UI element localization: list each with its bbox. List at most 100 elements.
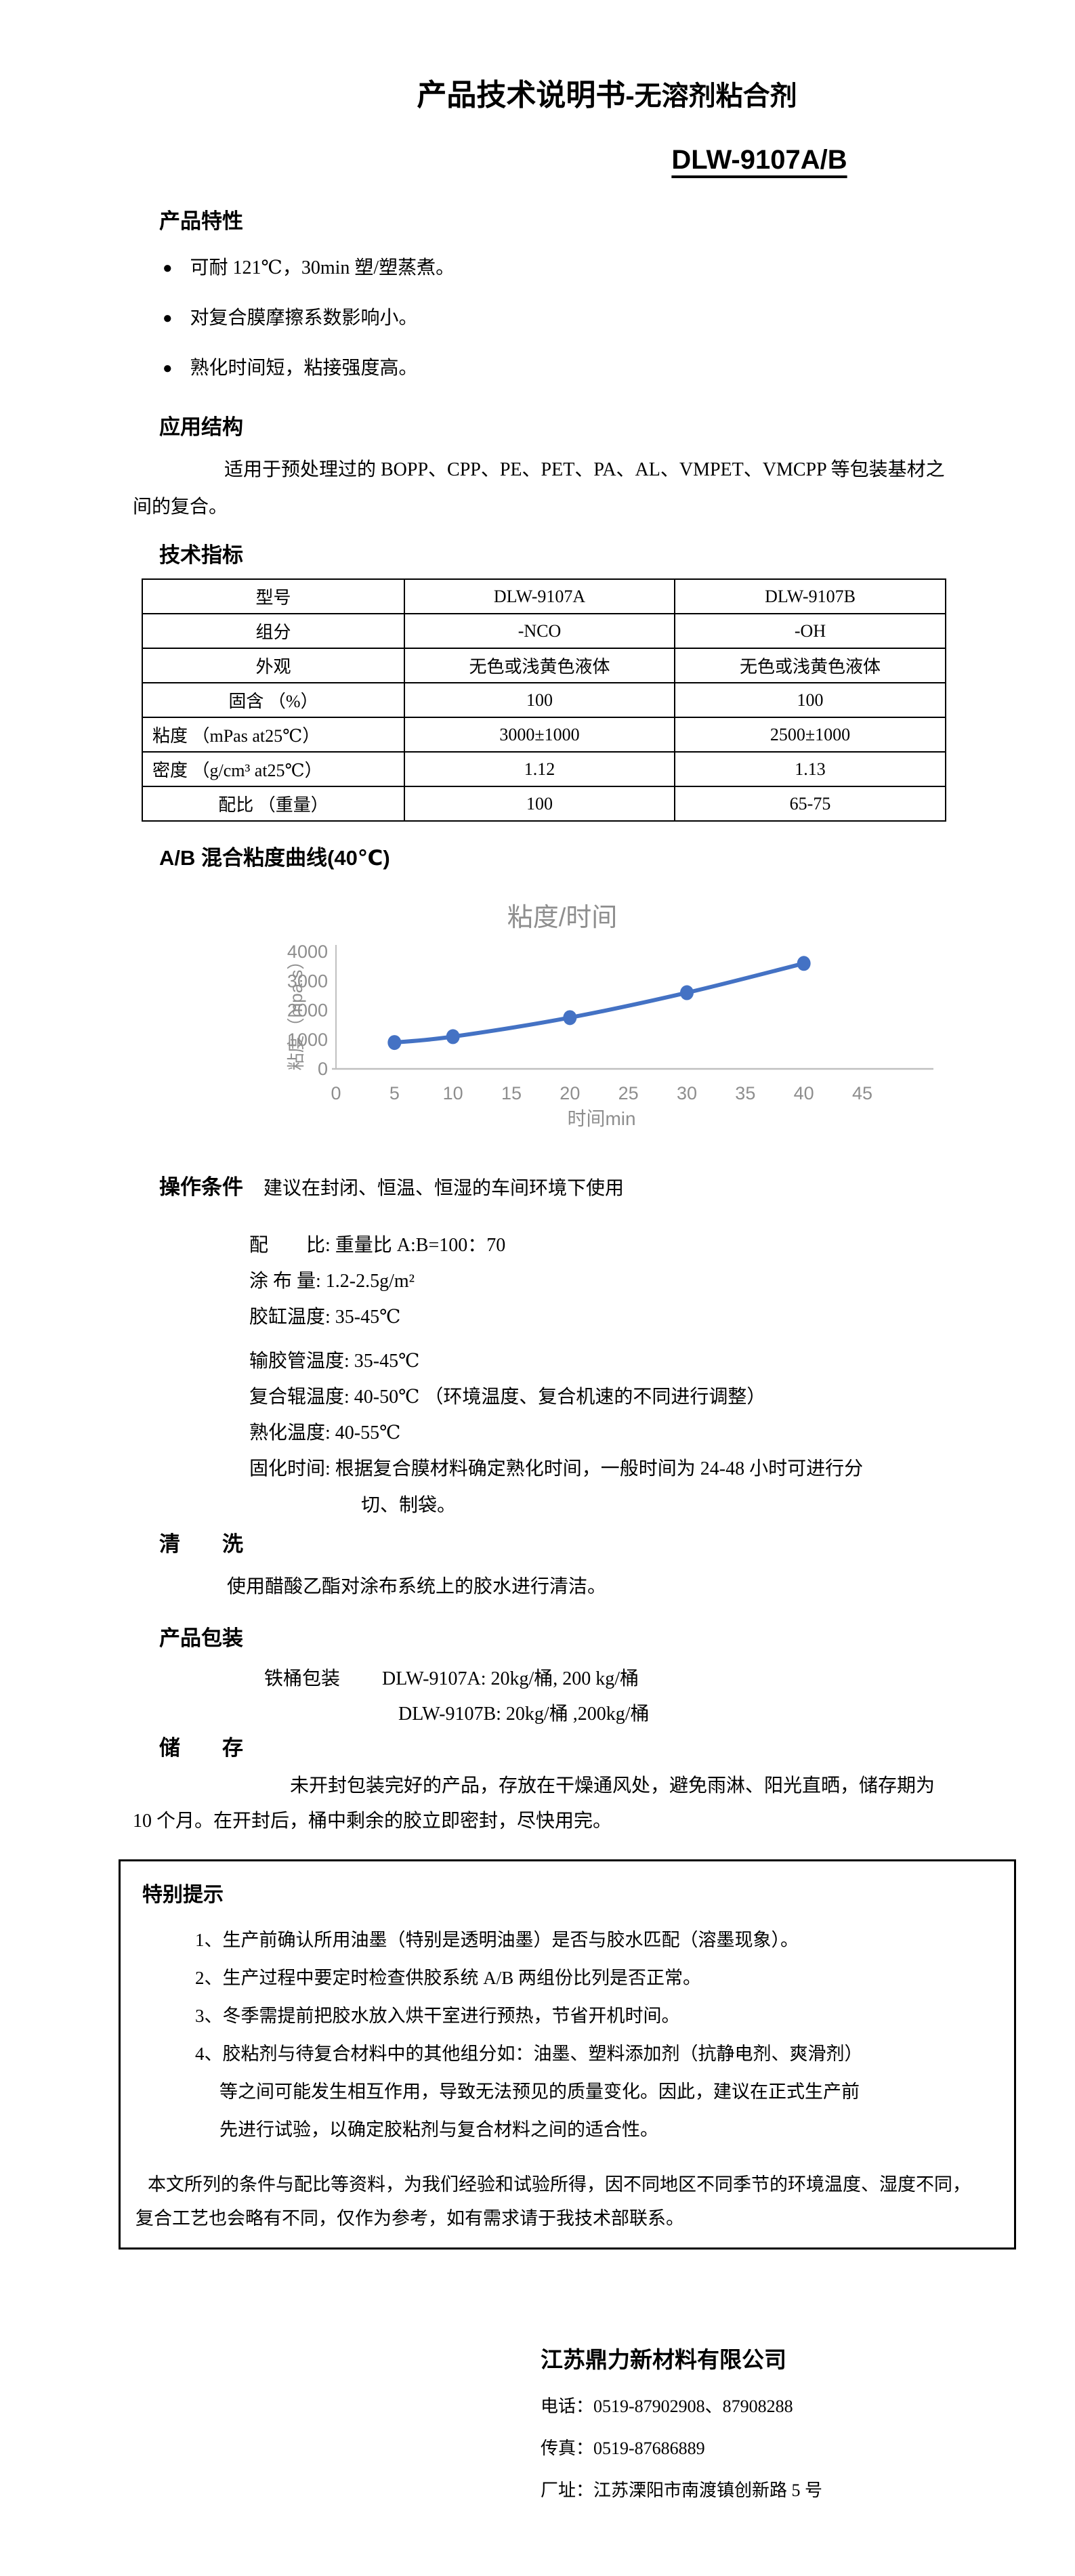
table-row: 固含 （%） 100 100 (142, 682, 946, 719)
spec-value-a: -NCO (404, 613, 675, 650)
operating-line: 复合辊温度: 40-50℃ （环境温度、复合机速的不同进行调整） (249, 1387, 766, 1408)
bullet-icon: ● (163, 259, 173, 278)
svg-text:45: 45 (852, 1083, 872, 1103)
operating-group-1: 配 比: 重量比 A:B=100：70 涂 布 量: 1.2-2.5g/m² 胶… (249, 1227, 1075, 1335)
section-heading-features: 产品特性 (159, 209, 243, 234)
operating-line: 涂 布 量: 1.2-2.5g/m² (249, 1271, 415, 1292)
operating-line: 胶缸温度: 35-45℃ (249, 1307, 401, 1328)
notice-item: 1、生产前确认所用油墨（特别是透明油墨）是否与胶水匹配（溶墨现象）。 (195, 1930, 799, 1951)
spec-value-a: 100 (404, 682, 675, 719)
feature-text: 对复合膜摩擦系数影响小。 (190, 308, 418, 329)
section-heading-operating: 操作条件 建议在封闭、恒温、恒湿的车间环境下使用 (159, 1170, 1075, 1200)
company-contact: 电话：0519-87902908、87908288 传真：0519-876868… (541, 2386, 1075, 2512)
svg-text:3000: 3000 (287, 971, 328, 992)
packaging-line-1: 铁桶包装 DLW-9107A: 20kg/桶, 200 kg/桶 (264, 1662, 1075, 1697)
spec-value-b: DLW-9107B (674, 578, 946, 615)
packaging-spec-a: DLW-9107A: 20kg/桶, 200 kg/桶 (382, 1668, 639, 1689)
svg-text:10: 10 (443, 1083, 463, 1103)
operating-line: 配 比: 重量比 A:B=100：70 (249, 1235, 506, 1257)
section-heading-application: 应用结构 (159, 415, 243, 440)
company-phone: 电话：0519-87902908、87908288 (541, 2396, 793, 2417)
spec-value-b: 2500±1000 (674, 717, 946, 753)
svg-text:0: 0 (318, 1059, 328, 1079)
notice-footnote: 本文所列的条件与配比等资料，为我们经验和试验所得，因不同地区不同季节的环境温度、… (135, 2174, 971, 2229)
table-row: 外观 无色或浅黄色液体 无色或浅黄色液体 (142, 648, 946, 684)
operating-heading: 操作条件 (159, 1175, 243, 1200)
svg-text:25: 25 (618, 1083, 639, 1103)
section-heading-chart: A/B 混合粘度曲线(40℃) (159, 846, 390, 870)
spec-value-b: 1.13 (674, 751, 946, 788)
svg-text:15: 15 (501, 1083, 522, 1103)
storage-paragraph: 未开封包装完好的产品，存放在干燥通风处，避免雨淋、阳光直晒，储存期为 10 个月… (133, 1775, 935, 1832)
svg-text:0: 0 (331, 1083, 341, 1103)
section-heading-storage: 储 存 (159, 1735, 243, 1760)
notice-item: 4、胶粘剂与待复合材料中的其他组分如：油墨、塑料添加剂（抗静电剂、爽滑剂）等之间… (195, 2044, 860, 2140)
spec-label: 密度 （g/cm³ at25℃） (142, 751, 405, 788)
company-address: 厂址：江苏溧阳市南渡镇创新路 5 号 (541, 2480, 823, 2501)
cleaning-text: 使用醋酸乙酯对涂布系统上的胶水进行清洁。 (227, 1576, 607, 1597)
section-heading-specs: 技术指标 (159, 543, 243, 567)
svg-text:30: 30 (677, 1083, 697, 1103)
table-row: 组分 -NCO -OH (142, 613, 946, 650)
spec-label: 型号 (142, 578, 405, 615)
company-block: 江苏鼎力新材料有限公司 电话：0519-87902908、87908288 传真… (541, 2346, 1075, 2512)
viscosity-time-chart: 粘度/时间 0 1000 2000 3000 4000 0 5 10 15 20 25 30 35 40 45… (286, 904, 933, 1129)
svg-text:2000: 2000 (287, 1000, 328, 1021)
spec-label: 组分 (142, 613, 405, 650)
spec-value-a: 100 (404, 786, 675, 822)
spec-label: 配比 （重量） (142, 786, 405, 822)
operating-line: 输胶管温度: 35-45℃ (249, 1351, 420, 1372)
spec-label: 外观 (142, 648, 405, 684)
packaging-label: 铁桶包装 (264, 1668, 341, 1689)
notice-list: 1、生产前确认所用油墨（特别是透明油墨）是否与胶水匹配（溶墨现象）。 2、生产过… (195, 1921, 862, 2149)
list-item: ● 对复合膜摩擦系数影响小。 (163, 293, 1075, 343)
feature-text: 可耐 121℃，30min 塑/塑蒸煮。 (190, 257, 455, 279)
packaging-line-2: DLW-9107B: 20kg/桶 ,200kg/桶 (398, 1703, 650, 1725)
title-suffix: -无溶剂粘合剂 (625, 81, 797, 111)
spec-table: 型号 DLW-9107A DLW-9107B 组分 -NCO -OH 外观 无色… (142, 578, 946, 822)
notice-item: 3、冬季需提前把胶水放入烘干室进行预热，节省开机时间。 (195, 2006, 680, 2027)
title-main: 产品技术说明书 (417, 79, 626, 112)
product-model: DLW-9107A/B (671, 145, 847, 175)
spec-value-a: 无色或浅黄色液体 (404, 648, 675, 684)
svg-text:时间min: 时间min (567, 1108, 635, 1129)
list-item: ● 可耐 121℃，30min 塑/塑蒸煮。 (163, 243, 1075, 293)
spec-value-a: DLW-9107A (404, 578, 675, 615)
spec-label: 粘度 （mPas at25℃） (142, 717, 405, 753)
page-title: 产品技术说明书-无溶剂粘合剂 (0, 76, 1075, 114)
operating-line: 熟化温度: 40-55℃ (249, 1422, 401, 1444)
spec-value-b: 无色或浅黄色液体 (674, 648, 946, 684)
bullet-icon: ● (163, 360, 173, 378)
svg-text:粘度（mpa.s）: 粘度（mpa.s） (286, 952, 306, 1071)
application-paragraph: 适用于预处理过的 BOPP、CPP、PE、PET、PA、AL、VMPET、VMC… (133, 459, 945, 518)
table-row: 型号 DLW-9107A DLW-9107B (142, 578, 946, 615)
features-list: ● 可耐 121℃，30min 塑/塑蒸煮。 ● 对复合膜摩擦系数影响小。 ● 熟化时… (163, 243, 1075, 394)
section-heading-packaging: 产品包装 (159, 1626, 243, 1650)
feature-text: 熟化时间短，粘接强度高。 (190, 358, 418, 379)
operating-note: 建议在封闭、恒温、恒湿的车间环境下使用 (264, 1178, 625, 1200)
spec-value-b: 65-75 (674, 786, 946, 822)
svg-text:35: 35 (735, 1083, 755, 1103)
spec-value-b: -OH (674, 613, 946, 650)
table-row: 配比 （重量） 100 65-75 (142, 786, 946, 822)
spec-value-a: 3000±1000 (404, 717, 675, 753)
company-fax: 传真：0519-87686889 (541, 2438, 705, 2459)
notice-heading: 特别提示 (142, 1884, 224, 1907)
table-row: 密度 （g/cm³ at25℃） 1.12 1.13 (142, 751, 946, 788)
spec-label: 固含 （%） (142, 682, 405, 719)
svg-text:20: 20 (560, 1083, 580, 1103)
section-heading-cleaning: 清 洗 (159, 1532, 243, 1557)
cure-time-line: 固化时间: 根据复合膜材料确定熟化时间，一般时间为 24-48 小时可进行分切、… (249, 1458, 864, 1517)
list-item: ● 熟化时间短，粘接强度高。 (163, 343, 1075, 394)
svg-text:40: 40 (794, 1083, 814, 1103)
spec-value-a: 1.12 (404, 751, 675, 788)
table-row: 粘度 （mPas at25℃） 3000±1000 2500±1000 (142, 717, 946, 753)
notice-item: 2、生产过程中要定时检查供胶系统 A/B 两组份比列是否正常。 (195, 1968, 702, 1989)
bullet-icon: ● (163, 310, 173, 328)
spec-value-b: 100 (674, 682, 946, 719)
svg-text:5: 5 (389, 1083, 400, 1103)
company-name: 江苏鼎力新材料有限公司 (541, 2347, 786, 2373)
operating-group-2: 输胶管温度: 35-45℃ 复合辊温度: 40-50℃ （环境温度、复合机速的不… (249, 1343, 1075, 1451)
svg-text:1000: 1000 (287, 1030, 328, 1050)
